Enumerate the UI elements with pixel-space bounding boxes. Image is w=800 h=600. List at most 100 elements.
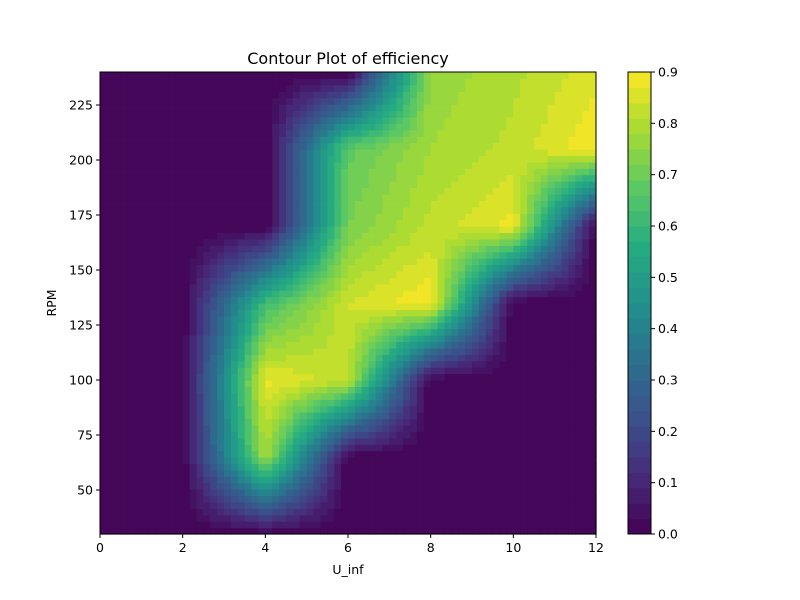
contour-cell <box>320 181 328 189</box>
contour-cell <box>354 328 363 336</box>
contour-cell <box>368 142 377 150</box>
contour-cell <box>113 245 122 253</box>
contour-cell <box>217 206 225 214</box>
contour-cell <box>148 84 156 92</box>
contour-cell <box>361 354 370 362</box>
contour-cell <box>368 181 377 189</box>
contour-cell <box>389 347 397 355</box>
contour-cell <box>299 508 308 516</box>
contour-cell <box>375 136 384 144</box>
contour-cell <box>148 174 156 182</box>
contour-cell <box>327 187 335 195</box>
contour-cell <box>196 489 204 497</box>
contour-cell <box>485 482 494 490</box>
contour-cell <box>499 450 508 458</box>
contour-cell <box>217 72 225 80</box>
contour-cell <box>341 482 349 490</box>
contour-cell <box>196 219 204 227</box>
contour-cell <box>403 155 411 163</box>
contour-cell <box>313 418 322 426</box>
contour-cell <box>389 104 397 112</box>
contour-cell <box>472 277 480 285</box>
contour-cell <box>175 469 184 477</box>
contour-cell <box>237 309 246 317</box>
contour-cell <box>100 347 108 355</box>
contour-cell <box>375 226 384 234</box>
contour-cell <box>513 335 521 343</box>
contour-cell <box>444 431 452 439</box>
contour-cell <box>224 123 232 131</box>
contour-cell <box>168 238 177 246</box>
contour-cell <box>540 213 549 221</box>
contour-cell <box>148 315 156 323</box>
contour-cell <box>478 187 487 195</box>
contour-cell <box>162 501 170 509</box>
contour-cell <box>148 514 156 522</box>
contour-cell <box>113 367 122 375</box>
contour-cell <box>575 495 583 503</box>
contour-cell <box>327 161 335 169</box>
contour-cell <box>341 110 349 118</box>
contour-cell <box>561 437 570 445</box>
contour-cell <box>472 104 480 112</box>
contour-cell <box>444 142 452 150</box>
contour-cell <box>513 495 521 503</box>
contour-cell <box>382 354 390 362</box>
contour-cell <box>272 116 280 124</box>
contour-cell <box>520 245 528 253</box>
contour-cell <box>230 508 239 516</box>
contour-cell <box>313 431 322 439</box>
contour-cell <box>520 226 528 234</box>
contour-cell <box>320 270 328 278</box>
contour-cell <box>568 341 576 349</box>
contour-cell <box>292 277 301 285</box>
contour-cell <box>148 296 156 304</box>
contour-cell <box>554 213 563 221</box>
contour-cell <box>258 232 266 240</box>
contour-cell <box>465 341 473 349</box>
contour-cell <box>451 373 459 381</box>
contour-cell <box>279 251 287 259</box>
contour-cell <box>561 360 570 368</box>
contour-cell <box>286 418 294 426</box>
contour-cell <box>554 270 563 278</box>
contour-cell <box>224 328 232 336</box>
contour-cell <box>224 277 232 285</box>
contour-cell <box>279 476 287 484</box>
contour-cell <box>230 482 239 490</box>
contour-cell <box>410 431 418 439</box>
contour-cell <box>540 405 549 413</box>
contour-cell <box>210 142 218 150</box>
contour-cell <box>313 373 322 381</box>
contour-cell <box>499 219 508 227</box>
contour-cell <box>527 431 535 439</box>
contour-cell <box>244 501 253 509</box>
contour-cell <box>237 174 246 182</box>
contour-cell <box>286 354 294 362</box>
contour-cell <box>258 123 266 131</box>
contour-cell <box>292 149 301 157</box>
contour-cell <box>513 181 521 189</box>
contour-cell <box>403 431 411 439</box>
contour-cell <box>416 341 425 349</box>
contour-cell <box>382 149 390 157</box>
contour-cell <box>217 444 225 452</box>
contour-cell <box>485 296 494 304</box>
contour-cell <box>113 84 122 92</box>
contour-cell <box>451 450 459 458</box>
contour-cell <box>389 123 397 131</box>
contour-cell <box>251 181 260 189</box>
contour-cell <box>465 309 473 317</box>
contour-cell <box>251 104 260 112</box>
contour-cell <box>175 116 184 124</box>
contour-cell <box>499 206 508 214</box>
contour-cell <box>492 386 501 394</box>
contour-cell <box>279 354 287 362</box>
contour-cell <box>127 245 136 253</box>
contour-cell <box>348 104 356 112</box>
contour-cell <box>437 431 446 439</box>
contour-cell <box>141 354 149 362</box>
contour-cell <box>106 168 115 176</box>
contour-cell <box>506 315 514 323</box>
contour-cell <box>554 476 563 484</box>
